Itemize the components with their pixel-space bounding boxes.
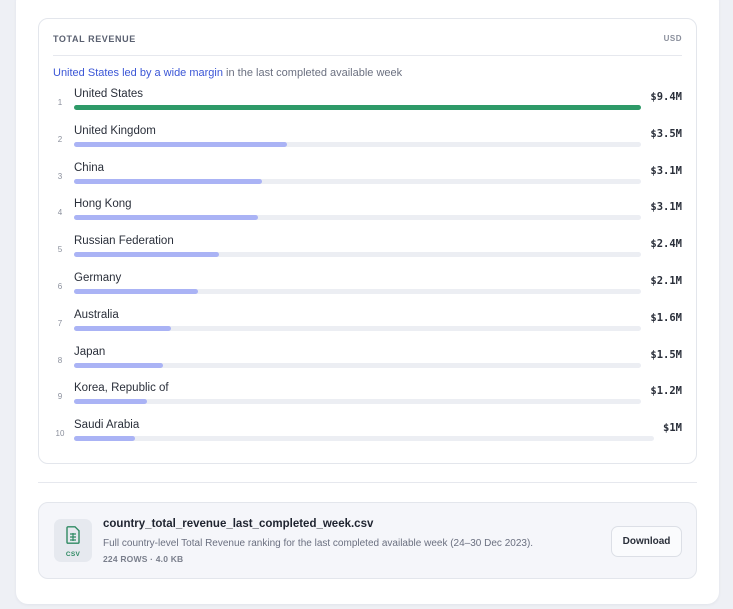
country-name: Hong Kong <box>74 198 132 211</box>
file-extension-label: CSV <box>65 551 81 558</box>
revenue-value: $1.2M <box>650 385 682 398</box>
rank-number: 10 <box>55 429 65 439</box>
rank-number: 3 <box>57 171 63 181</box>
total-revenue-card: TOTAL REVENUE USD United States led by a… <box>38 18 697 464</box>
divider <box>38 482 697 483</box>
download-button[interactable]: Download <box>611 526 682 557</box>
ranking-row: 5 Russian Federation $2.4M <box>39 235 696 272</box>
revenue-bar-track <box>74 252 641 258</box>
revenue-bar-track <box>74 289 641 294</box>
file-description: Full country-level Total Revenue ranking… <box>103 538 534 549</box>
rank-number: 1 <box>57 98 63 107</box>
country-name: Korea, Republic of <box>74 382 169 395</box>
country-name: United States <box>74 88 144 100</box>
card-header: TOTAL REVENUE USD <box>53 19 682 56</box>
ranking-row: 6 Germany $2.1M <box>39 272 696 309</box>
ranking-row: 10 Saudi Arabia $1M <box>39 419 696 456</box>
ranking-row: 4 Hong Kong $3.1M <box>39 198 696 235</box>
revenue-bar <box>74 141 288 147</box>
revenue-value: $9.4M <box>650 91 682 103</box>
revenue-bar-track <box>74 399 641 405</box>
revenue-bar-track <box>74 105 641 110</box>
rank-number: 9 <box>57 392 63 402</box>
summary-text: United States led by a wide margin in th… <box>53 67 402 79</box>
ranking-row: 8 Japan $1.5M <box>39 346 696 383</box>
ranking-row: 1 United States $9.4M <box>39 88 696 125</box>
revenue-value: $1M <box>663 422 682 435</box>
ranking-row: 9 Korea, Republic of $1.2M <box>39 382 696 419</box>
currency-unit: USD <box>663 34 682 43</box>
revenue-value: $1.5M <box>650 348 682 361</box>
revenue-bar <box>74 399 148 405</box>
file-download-card: CSV country_total_revenue_last_completed… <box>38 502 697 579</box>
revenue-value: $3.1M <box>650 164 682 177</box>
country-name: Russian Federation <box>74 235 174 248</box>
ranking-row: 3 China $3.1M <box>39 162 696 199</box>
revenue-bar <box>74 215 259 221</box>
revenue-bar <box>74 289 199 294</box>
rank-number: 4 <box>57 208 63 218</box>
rank-number: 8 <box>57 355 63 365</box>
revenue-bar-track <box>74 362 641 368</box>
ranking-row: 2 United Kingdom $3.5M <box>39 125 696 162</box>
rank-number: 5 <box>57 245 63 255</box>
page-panel: TOTAL REVENUE USD United States led by a… <box>16 0 719 604</box>
country-name: Saudi Arabia <box>74 419 140 432</box>
revenue-value: $3.5M <box>650 127 682 140</box>
card-title: TOTAL REVENUE <box>53 34 136 44</box>
country-name: Germany <box>74 272 122 284</box>
revenue-bar <box>74 325 171 331</box>
revenue-bar <box>74 252 220 258</box>
file-name: country_total_revenue_last_completed_wee… <box>103 518 374 530</box>
country-name: China <box>74 161 105 174</box>
file-meta: 224 ROWS · 4.0 KB <box>103 554 184 564</box>
country-name: Australia <box>74 308 119 321</box>
revenue-value: $2.1M <box>650 275 682 287</box>
revenue-bar <box>74 362 164 368</box>
summary-rest: in the last completed available week <box>222 67 403 79</box>
revenue-bar-track <box>74 141 641 147</box>
revenue-value: $1.6M <box>650 311 682 324</box>
revenue-bar <box>74 436 136 442</box>
revenue-bar <box>74 105 641 110</box>
country-name: Japan <box>74 345 106 358</box>
ranking-row: 7 Australia $1.6M <box>39 309 696 346</box>
country-name: United Kingdom <box>74 124 156 137</box>
revenue-value: $2.4M <box>650 238 682 251</box>
rank-number: 6 <box>57 282 63 291</box>
revenue-bar-track <box>74 325 641 331</box>
revenue-bar-track <box>74 178 641 184</box>
revenue-bar-track <box>74 215 641 221</box>
revenue-bar-track <box>74 436 654 442</box>
revenue-bar <box>74 178 263 184</box>
summary-highlight: United States led by a wide margin <box>53 67 223 79</box>
rank-number: 7 <box>57 318 63 328</box>
rank-number: 2 <box>57 134 63 144</box>
revenue-value: $3.1M <box>650 201 682 214</box>
csv-file-icon: CSV <box>54 519 92 562</box>
